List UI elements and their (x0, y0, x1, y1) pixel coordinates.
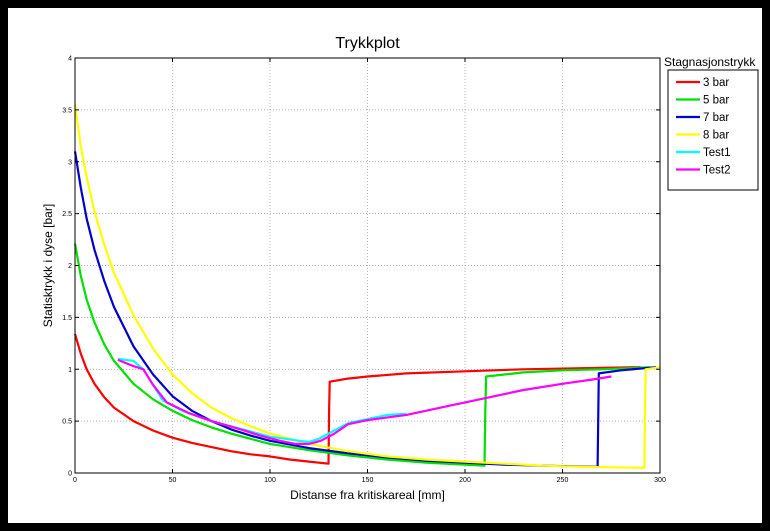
line-chart: 0 50 100 150 200 250 300 0 0.5 1 1.5 2 2.5 3 3.5 4 Tryk… (41, 35, 759, 502)
y-tick-label: 0.5 (62, 419, 72, 426)
x-tick-label: 250 (557, 477, 569, 484)
chart-title: Trykkplot (335, 35, 400, 52)
y-tick-label: 1 (68, 367, 72, 374)
legend-entry: 8 bar (703, 130, 729, 142)
legend-entry: Test1 (703, 147, 731, 159)
x-tick-label: 200 (459, 477, 471, 484)
legend-entry: 3 bar (703, 77, 729, 89)
y-tick-label: 1.5 (62, 315, 72, 322)
legend-title: Stagnasjonstrykk (664, 55, 756, 69)
legend-entry: Test2 (703, 165, 731, 177)
legend: 3 bar 5 bar 7 bar 8 bar Test1 Test2 (676, 77, 731, 177)
series-lines (73, 104, 661, 469)
x-axis-label: Distanse fra kritiskareal [mm] (290, 488, 445, 502)
series-line-5-bar (73, 243, 651, 467)
x-tick-label: 0 (73, 477, 77, 484)
series-line-3-bar (73, 333, 641, 465)
legend-entry: 7 bar (703, 112, 729, 124)
grid (75, 58, 660, 473)
x-tick-label: 100 (264, 477, 276, 484)
x-tick-label: 50 (169, 477, 177, 484)
y-tick-label: 3.5 (62, 107, 72, 114)
legend-entry: 5 bar (703, 95, 729, 107)
y-tick-label: 2 (68, 263, 72, 270)
axis-ticks: 0 50 100 150 200 250 300 0 0.5 1 1.5 2 2.5 3 3.5 4 (62, 56, 666, 485)
y-tick-label: 0 (68, 471, 72, 478)
x-tick-label: 150 (362, 477, 374, 484)
series-line-test2 (117, 358, 612, 445)
series-line-8-bar (73, 104, 661, 469)
x-tick-label: 300 (654, 477, 666, 484)
y-tick-label: 3 (68, 159, 72, 166)
y-tick-label: 4 (68, 56, 72, 63)
chart-frame: 0 50 100 150 200 250 300 0 0.5 1 1.5 2 2.5 3 3.5 4 Tryk… (8, 8, 762, 523)
y-axis-label: Statisktrykk i dyse [bar] (41, 204, 55, 327)
y-tick-label: 2.5 (62, 211, 72, 218)
